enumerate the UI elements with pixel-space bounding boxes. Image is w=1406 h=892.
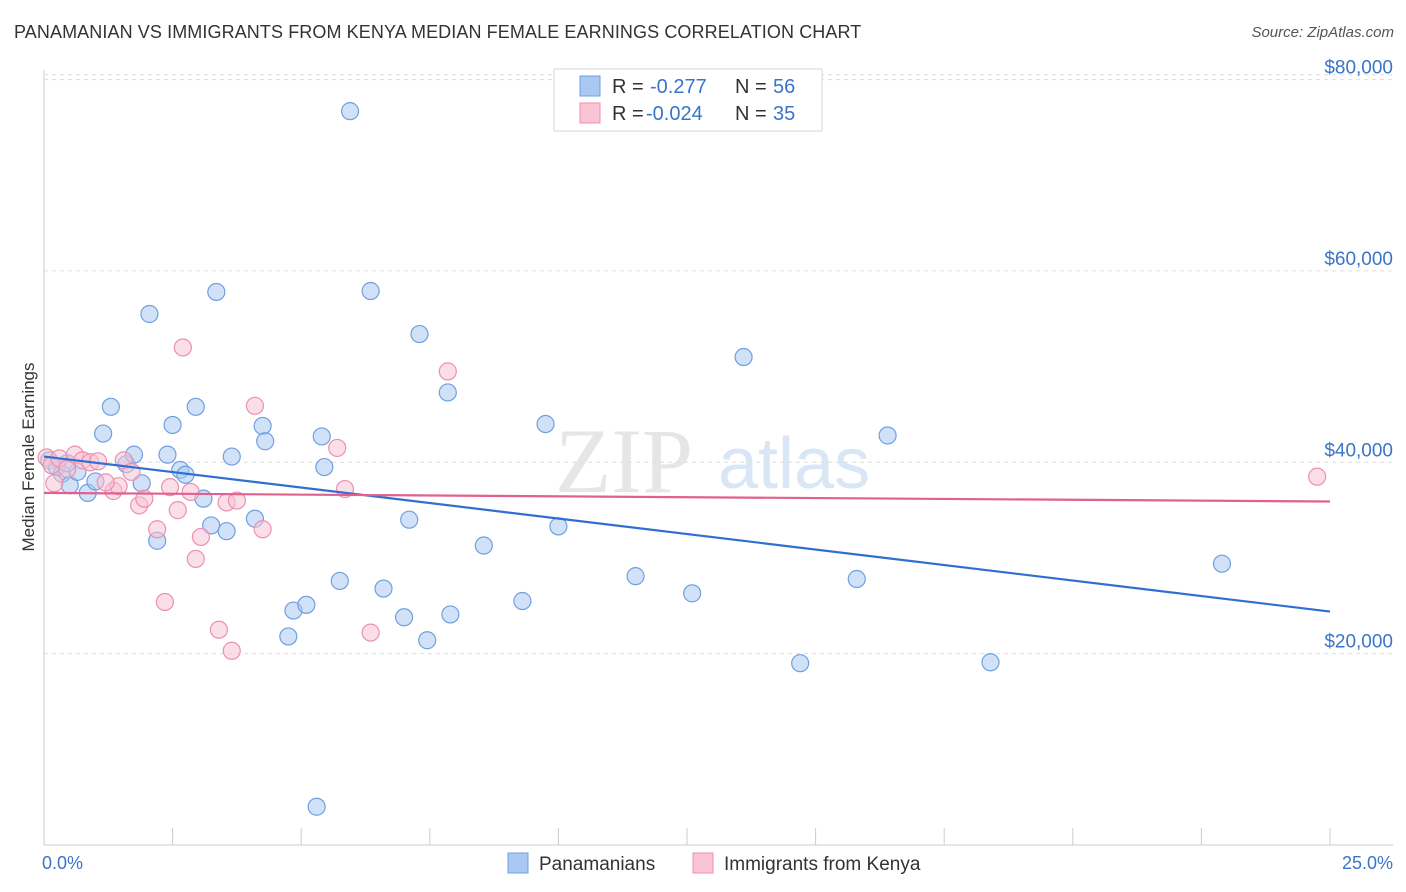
data-point [168, 501, 187, 520]
stats-n-value-kenya: 35 [773, 103, 795, 125]
data-point [536, 414, 555, 434]
stats-n-value-panamanians: 56 [773, 76, 795, 98]
gridlines [44, 74, 1393, 655]
data-point [58, 459, 77, 479]
data-point [394, 608, 414, 627]
data-point [312, 427, 331, 446]
data-point [222, 641, 241, 660]
data-point [253, 520, 272, 539]
y-tick-label: $60,000 [1324, 249, 1393, 270]
chart-title: PANAMANIAN VS IMMIGRANTS FROM KENYA MEDI… [14, 22, 862, 42]
data-point [847, 569, 866, 589]
data-point [191, 527, 210, 547]
data-point [101, 397, 120, 416]
data-point [173, 338, 192, 357]
legend: Panamanians Immigrants from Kenya [507, 852, 921, 875]
data-point [217, 522, 236, 541]
y-tick-label: $40,000 [1324, 440, 1393, 461]
data-point [163, 415, 182, 435]
data-point [227, 491, 246, 510]
data-point [438, 383, 457, 402]
legend-swatch-kenya [692, 852, 714, 874]
legend-label-panamanians: Panamanians [539, 854, 655, 875]
data-point [374, 579, 393, 598]
data-point [160, 478, 180, 497]
x-ticks [43, 828, 1331, 845]
y-tick-label: $80,000 [1324, 58, 1393, 79]
data-point [297, 595, 316, 614]
data-point [340, 102, 360, 121]
watermark: ZIP atlas [555, 410, 870, 512]
y-tick-label: $20,000 [1324, 632, 1393, 653]
data-point [734, 347, 753, 367]
watermark-zip: ZIP [555, 410, 693, 512]
data-point [209, 620, 228, 639]
x-tick-label-min: 0.0% [42, 853, 83, 873]
data-point [186, 549, 205, 569]
data-point [513, 591, 532, 611]
data-point [181, 482, 200, 502]
data-point [245, 396, 265, 415]
data-point [222, 447, 241, 466]
data-point [140, 304, 159, 324]
stats-r-value-kenya: -0.024 [646, 103, 703, 125]
series-panamanians-points [40, 102, 1232, 816]
data-point [148, 520, 167, 539]
data-point [791, 654, 810, 673]
data-point [400, 510, 419, 529]
data-point [45, 474, 64, 493]
data-point [683, 584, 702, 603]
legend-label-kenya: Immigrants from Kenya [724, 854, 921, 875]
data-point [410, 324, 429, 344]
stats-swatch-kenya [579, 102, 601, 124]
data-point [474, 536, 493, 555]
data-point [1212, 554, 1232, 573]
data-point [256, 432, 275, 451]
watermark-atlas: atlas [718, 424, 870, 504]
y-tick-labels: $20,000 $40,000 $60,000 $80,000 [1324, 58, 1393, 653]
data-point [253, 416, 272, 436]
stats-r-value-panamanians: -0.277 [650, 76, 707, 98]
stats-n-label-panamanians: N = [735, 76, 767, 98]
legend-swatch-panamanians [507, 852, 529, 874]
data-point [307, 797, 326, 816]
data-point [330, 571, 349, 591]
stats-box: R = -0.277 N = 56 R = -0.024 N = 35 [553, 68, 823, 132]
stats-r-label-panamanians: R = [612, 76, 644, 98]
data-point [438, 362, 457, 381]
x-tick-label-max: 25.0% [1342, 853, 1393, 873]
trend-line-kenya [43, 491, 1331, 503]
trend-line-panamanians [43, 455, 1331, 613]
data-point [441, 605, 460, 624]
data-point [155, 592, 174, 612]
data-point [361, 281, 380, 301]
data-point [878, 426, 897, 445]
stats-swatch-panamanians [579, 75, 601, 97]
data-point [207, 282, 226, 302]
data-point [186, 397, 205, 416]
data-point [94, 424, 113, 443]
data-point [328, 438, 347, 458]
data-point [626, 567, 645, 586]
data-point [981, 653, 1000, 672]
series-kenya-points [37, 338, 1327, 660]
data-point [418, 631, 437, 650]
source-label: Source: ZipAtlas.com [1251, 24, 1394, 41]
data-point [96, 473, 115, 492]
data-point [1308, 467, 1327, 486]
data-point [279, 627, 298, 646]
data-point [158, 445, 177, 464]
stats-n-label-kenya: N = [735, 103, 767, 125]
stats-r-label-kenya: R = [612, 103, 644, 125]
data-point [315, 457, 334, 477]
data-point [549, 517, 568, 536]
data-point [361, 623, 380, 642]
y-axis-title: Median Female Earnings [19, 363, 38, 552]
